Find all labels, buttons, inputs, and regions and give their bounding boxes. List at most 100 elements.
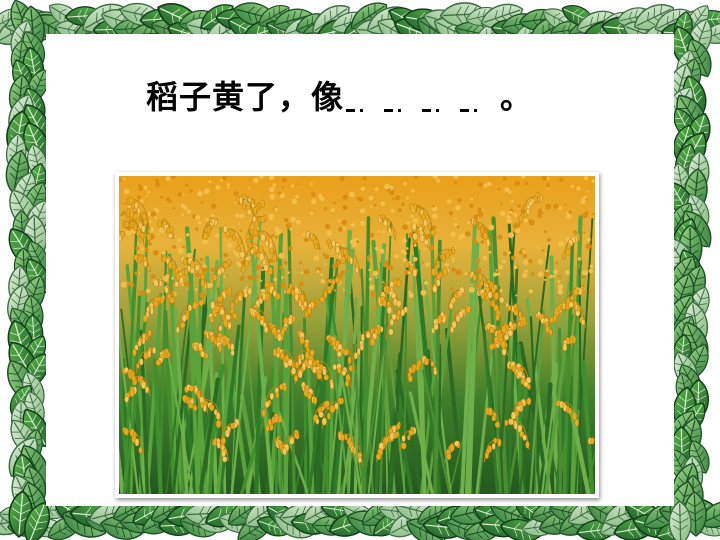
grain-speck xyxy=(203,188,210,195)
grain-speck xyxy=(589,264,594,269)
grain-speck xyxy=(573,230,578,235)
rice-grain-head xyxy=(489,320,514,354)
grain-speck xyxy=(387,264,394,271)
grain-speck xyxy=(137,290,142,295)
grain-speck xyxy=(525,181,529,185)
grain-speck xyxy=(195,215,201,221)
grain-speck xyxy=(428,245,434,251)
rice-grain-head xyxy=(377,295,398,323)
grain-speck xyxy=(186,233,190,237)
rice-grain-head xyxy=(301,381,318,406)
fill-in-blank[interactable] xyxy=(346,102,499,112)
grain-speck xyxy=(318,193,322,197)
grain-speck xyxy=(406,247,409,250)
grain-speck xyxy=(503,251,507,256)
rice-grain-head xyxy=(236,195,257,223)
grain-speck xyxy=(155,182,161,188)
rice-stalk xyxy=(145,293,163,494)
grain-speck xyxy=(195,288,198,291)
grain-speck xyxy=(254,274,259,279)
grain-speck xyxy=(183,281,190,287)
grain-speck xyxy=(375,276,378,279)
grain-speck xyxy=(253,277,256,280)
grain-speck xyxy=(406,196,409,200)
grain-speck xyxy=(204,282,211,289)
rice-stalk xyxy=(187,290,200,494)
rice-stalk xyxy=(198,377,220,494)
grain-speck xyxy=(495,269,498,272)
grain-speck xyxy=(180,203,185,209)
grain-speck xyxy=(324,207,327,211)
grain-speck xyxy=(222,176,227,181)
grain-speck xyxy=(238,223,240,225)
grain-speck xyxy=(202,239,208,245)
grain-speck xyxy=(154,216,157,219)
grain-speck xyxy=(215,233,220,238)
grain-speck xyxy=(186,252,192,258)
grain-speck xyxy=(506,218,512,224)
grain-speck xyxy=(394,254,399,259)
grain-speck xyxy=(278,252,285,259)
grain-speck xyxy=(499,210,506,217)
rice-stalk xyxy=(497,231,516,494)
rice-grain-head xyxy=(332,363,352,388)
grain-speck xyxy=(177,248,184,254)
grain-speck xyxy=(287,271,290,274)
grain-speck xyxy=(140,247,145,251)
grain-speck xyxy=(123,188,130,194)
rice-stalk xyxy=(529,316,541,494)
rice-grain-head xyxy=(431,246,456,276)
grain-speck xyxy=(208,234,211,237)
rice-grain-head xyxy=(151,278,176,309)
rice-grain-head xyxy=(331,339,356,375)
rice-grain-head xyxy=(319,276,341,306)
grain-speck xyxy=(553,203,559,209)
grain-speck xyxy=(150,211,156,217)
grain-speck xyxy=(332,263,338,269)
rice-grain-head xyxy=(404,260,418,277)
grain-speck xyxy=(455,269,462,276)
grain-speck xyxy=(447,199,452,204)
grain-speck xyxy=(186,209,191,214)
grain-speck xyxy=(368,195,374,201)
grain-speck xyxy=(576,186,581,191)
rice-stalk xyxy=(347,297,358,494)
grain-speck xyxy=(177,192,183,197)
rice-grain-head xyxy=(565,296,586,328)
grain-speck xyxy=(268,176,275,180)
grain-speck xyxy=(565,269,570,275)
grain-speck xyxy=(227,242,233,248)
grain-speck xyxy=(172,206,175,210)
rice-grain-head xyxy=(184,384,209,414)
grain-speck xyxy=(310,182,313,186)
grain-speck xyxy=(157,232,160,236)
grain-speck xyxy=(452,257,455,260)
grain-speck xyxy=(513,222,520,229)
rice-grain-head xyxy=(369,324,384,347)
grain-speck xyxy=(249,234,255,240)
grain-speck xyxy=(477,207,483,213)
grain-speck xyxy=(297,183,300,186)
grain-speck xyxy=(119,178,122,182)
grain-speck xyxy=(480,240,485,244)
grain-speck xyxy=(137,184,141,187)
rice-stalk xyxy=(239,414,267,494)
rice-stalk xyxy=(166,352,194,494)
grain-speck xyxy=(475,258,481,263)
grain-speck xyxy=(502,176,507,181)
rice-grain-head xyxy=(124,386,138,403)
rice-stalk xyxy=(444,328,465,494)
rice-stalk xyxy=(361,321,389,494)
rice-grain-head xyxy=(220,418,240,446)
grain-speck xyxy=(290,184,295,188)
grain-speck xyxy=(279,193,286,199)
rice-grain-head xyxy=(408,203,436,238)
grain-speck xyxy=(226,274,229,277)
grain-speck xyxy=(370,291,377,297)
rice-grain-head xyxy=(155,348,171,367)
grain-speck xyxy=(583,231,586,234)
grain-speck xyxy=(281,177,287,183)
grain-speck xyxy=(152,249,159,256)
rice-stalk xyxy=(307,276,337,494)
grain-speck xyxy=(195,227,199,231)
